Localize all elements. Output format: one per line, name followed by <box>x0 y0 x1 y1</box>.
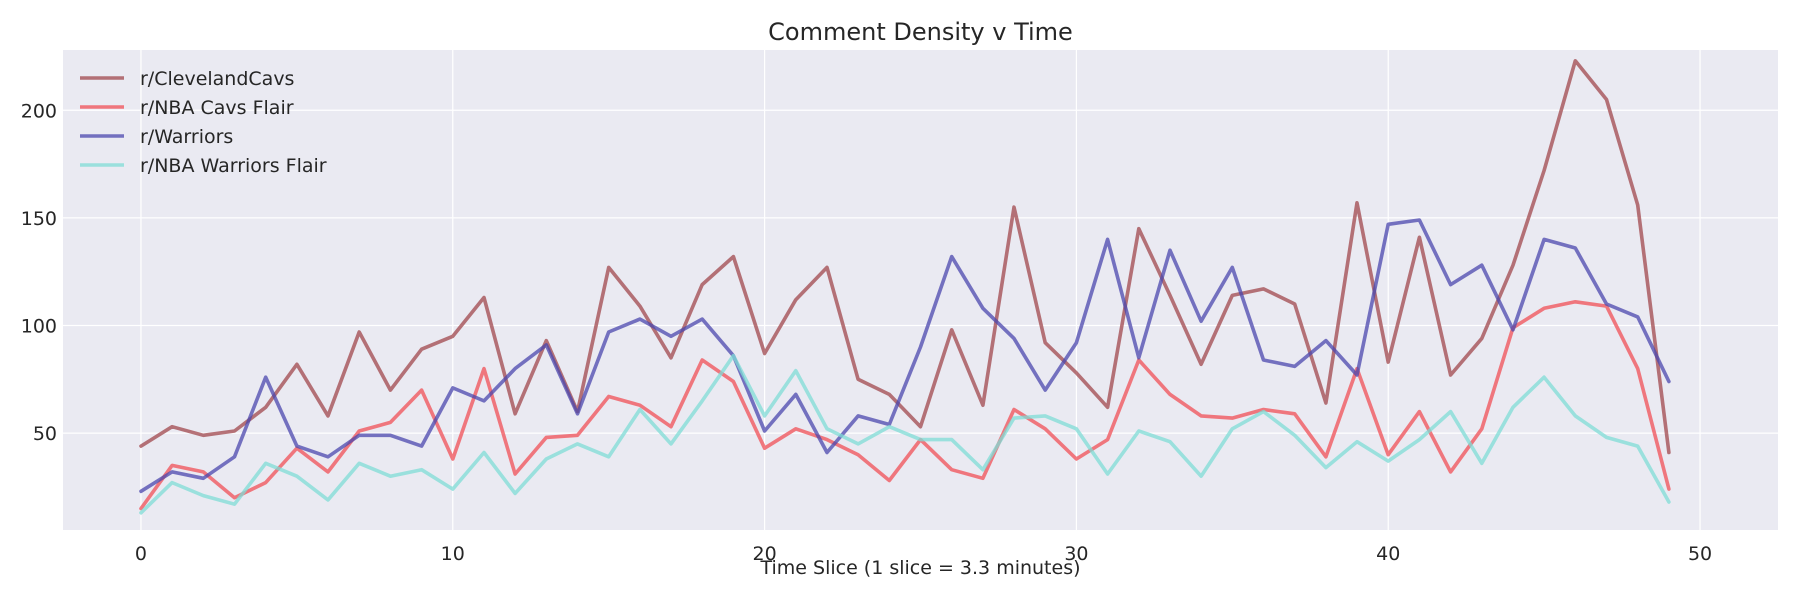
legend-label-r-nba-warriors-flair: r/NBA Warriors Flair <box>140 155 327 177</box>
y-tick-label: 200 <box>21 100 57 122</box>
series-line-r-warriors <box>139 218 1671 494</box>
y-tick-label: 100 <box>21 316 57 338</box>
x-tick-label: 0 <box>135 543 147 565</box>
series-line-r-nba-cavs-flair <box>139 299 1671 511</box>
plot-background <box>63 50 1778 530</box>
y-tick-label: 50 <box>33 423 57 445</box>
x-tick-label: 10 <box>441 543 465 565</box>
x-tick-label: 50 <box>1688 543 1712 565</box>
legend-label-r-clevelandcavs: r/ClevelandCavs <box>140 68 294 90</box>
x-tick-label: 40 <box>1376 543 1400 565</box>
grid <box>63 50 1778 530</box>
x-tick-label: 30 <box>1064 543 1088 565</box>
x-axis-label: Time Slice (1 slice = 3.3 minutes) <box>759 557 1080 579</box>
series-line-r-nba-warriors-flair <box>139 353 1671 515</box>
legend: r/ClevelandCavs r/NBA Cavs Flair r/Warrior… <box>80 68 327 177</box>
tick-labels: 0 10 20 30 40 50 50 100 150 200 <box>21 100 1712 565</box>
legend-label-r-nba-cavs-flair: r/NBA Cavs Flair <box>140 97 294 119</box>
x-tick-label: 20 <box>752 543 776 565</box>
series-line-r-clevelandcavs <box>139 58 1671 455</box>
chart-title: Comment Density v Time <box>768 18 1073 46</box>
y-tick-label: 150 <box>21 208 57 230</box>
legend-label-r-warriors: r/Warriors <box>140 126 233 148</box>
series-lines <box>139 58 1671 515</box>
